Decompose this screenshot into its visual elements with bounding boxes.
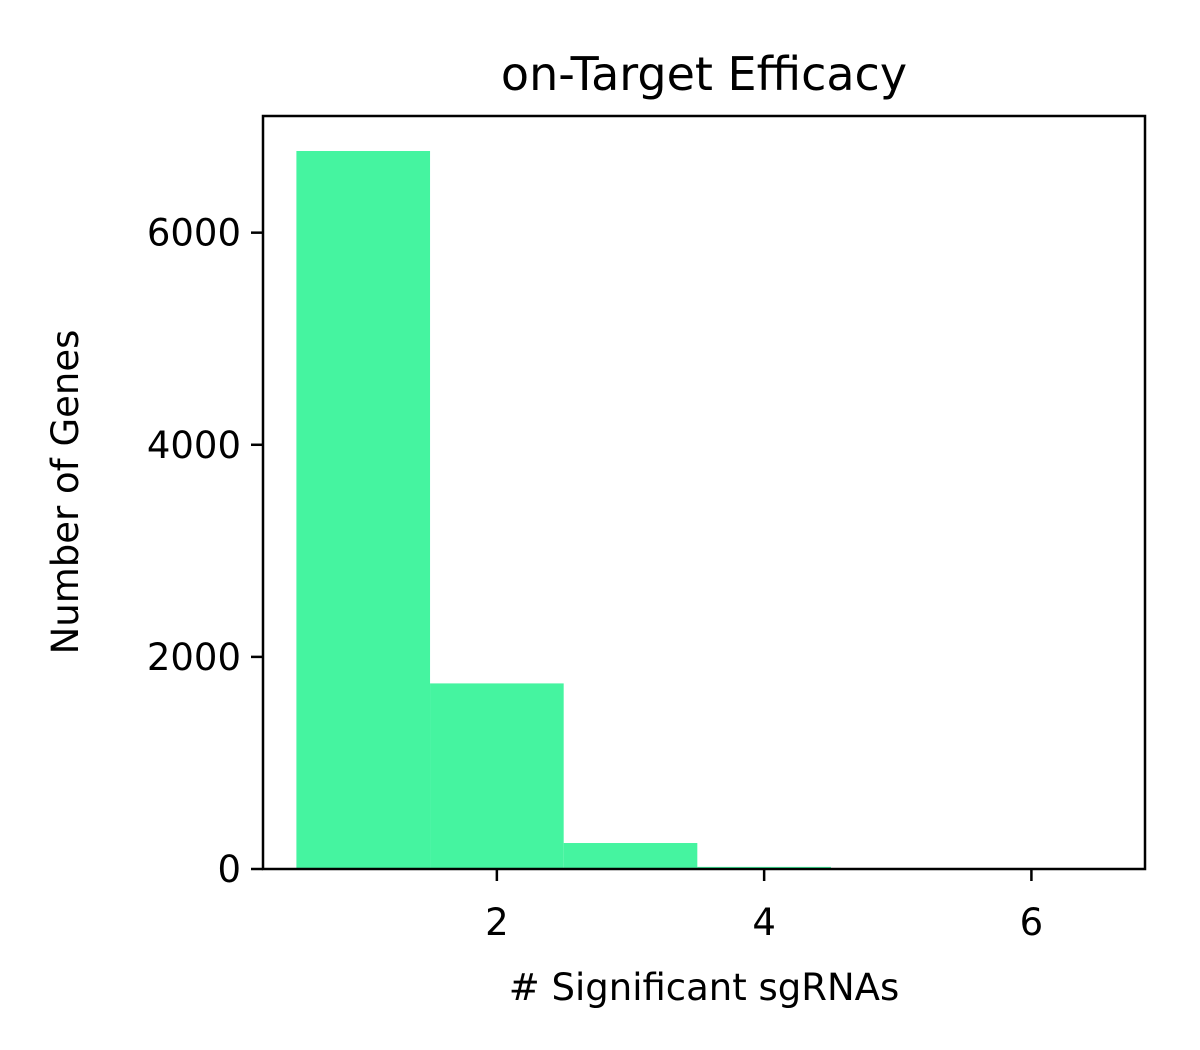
x-tick-label: 6 bbox=[1020, 901, 1044, 944]
bars-group bbox=[296, 150, 1099, 869]
histogram-bar-2 bbox=[430, 683, 564, 869]
y-tick-label: 2000 bbox=[147, 636, 241, 679]
x-axis: 2 4 6 bbox=[485, 869, 1043, 944]
y-tick-label: 4000 bbox=[147, 424, 241, 467]
histogram-bar-1 bbox=[296, 150, 431, 869]
x-axis-label: # Significant sgRNAs bbox=[509, 966, 900, 1009]
y-tick-label: 6000 bbox=[147, 212, 241, 255]
chart-title: on-Target Efficacy bbox=[501, 47, 907, 101]
y-axis-label: Number of Genes bbox=[44, 330, 87, 655]
y-tick-label: 0 bbox=[217, 848, 241, 891]
x-tick-label: 2 bbox=[485, 901, 509, 944]
x-tick-label: 4 bbox=[752, 901, 776, 944]
plot-frame bbox=[261, 114, 1147, 871]
y-axis: 0 2000 4000 6000 bbox=[147, 212, 263, 891]
histogram-bar-3 bbox=[563, 843, 698, 869]
